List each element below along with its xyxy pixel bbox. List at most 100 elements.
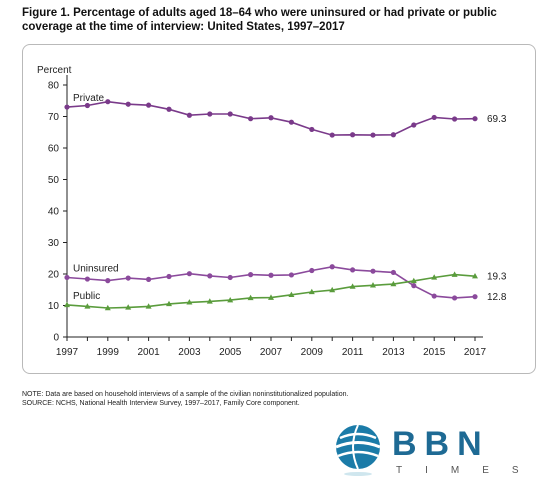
data-point-public [390,280,397,287]
y-tick-label: 10 [48,301,60,312]
data-point-public [308,288,315,295]
data-point-public [247,294,254,301]
data-point-uninsured [207,273,213,279]
data-point-uninsured [105,278,111,284]
data-point-private [431,114,437,121]
data-point-uninsured [227,274,233,281]
series-label-private: Private [73,93,105,104]
end-value-label: 12.8 [487,292,507,303]
data-point-public [288,291,295,297]
data-point-public [227,296,234,303]
data-point-public [166,300,172,307]
data-point-private [329,132,335,138]
data-point-private [227,111,233,117]
data-point-uninsured [350,267,356,273]
data-point-private [390,132,396,138]
note-text: NOTE: Data are based on household interv… [22,391,349,398]
data-point-uninsured [125,275,131,281]
y-tick-label: 80 [48,81,60,92]
x-tick-label: 1999 [97,347,120,358]
data-point-uninsured [390,269,396,276]
data-point-private [64,104,70,110]
data-point-public [125,304,132,310]
data-point-private [350,132,356,138]
data-point-uninsured [452,295,458,301]
data-point-private [370,132,376,138]
source-text: SOURCE: NCHS, National Health Interview … [22,400,300,407]
x-tick-label: 2013 [382,347,405,358]
x-tick-label: 2007 [260,347,283,358]
x-tick-label: 2017 [464,347,487,358]
figure-title-line-2: coverage at the time of interview: Unite… [22,21,345,33]
data-point-uninsured [370,268,376,274]
data-point-private [84,102,90,109]
bbn-times-logo-graphic: BBN TIMES [335,424,540,476]
data-point-public [206,298,213,304]
data-point-uninsured [472,294,478,300]
figure-notes: NOTE: Data are based on household interv… [22,390,522,408]
data-point-public [451,271,458,277]
y-tick-label: 70 [48,112,60,123]
data-point-uninsured [268,272,274,278]
y-tick-label: 40 [48,207,60,218]
x-tick-label: 1997 [56,347,79,358]
data-point-uninsured [329,264,335,270]
data-point-public [472,273,478,279]
data-point-public [64,301,70,308]
data-point-public [84,303,91,309]
data-point-uninsured [411,283,417,289]
data-point-public [370,282,376,288]
y-tick-label: 30 [48,238,60,249]
data-point-uninsured [431,293,437,299]
y-axis-label: Percent [37,65,72,76]
data-point-uninsured [309,267,315,274]
data-point-private [472,116,478,122]
chart-panel: Percent 0 10 20 30 40 50 60 70 80 1997 1999 2001 2003… [22,44,536,374]
line-chart: Percent 0 10 20 30 40 50 60 70 80 1997 1999 2001 2003… [37,65,507,358]
data-point-uninsured [248,272,254,278]
series-label-public: Public [73,291,100,302]
data-point-private [186,112,192,118]
data-point-private [125,101,131,107]
data-point-private [309,126,315,133]
data-point-public [268,294,274,300]
y-tick-label: 50 [48,175,60,186]
figure-title: Figure 1. Percentage of adults aged 18–6… [22,6,532,34]
data-point-uninsured [84,276,90,282]
globe-icon [335,424,381,476]
data-point-uninsured [146,276,152,282]
y-tick-label: 60 [48,144,60,155]
figure-title-line-1: Figure 1. Percentage of adults aged 18–6… [22,7,497,19]
data-point-private [268,115,274,121]
x-tick-label: 2011 [342,347,364,358]
data-point-private [166,106,172,112]
data-point-public [104,304,111,311]
end-value-label: 19.3 [487,272,507,283]
data-point-uninsured [288,272,294,278]
x-tick-label: 2001 [137,347,160,358]
data-point-uninsured [166,273,172,280]
data-point-private [452,116,458,122]
data-point-uninsured [64,274,70,281]
data-point-public [349,283,356,289]
x-tick-label: 2009 [301,347,324,358]
data-point-private [411,122,417,128]
x-tick-label: 2003 [178,347,201,358]
bbn-times-logo: BBN TIMES [330,420,540,478]
data-point-public [186,299,193,305]
y-tick-label: 0 [53,333,59,344]
data-point-public [329,286,336,293]
series-label-uninsured: Uninsured [73,263,119,274]
x-tick-label: 2015 [423,347,446,358]
data-point-private [146,102,152,108]
data-point-public [410,277,417,284]
logo-subtitle: TIMES [396,465,540,476]
data-point-public [145,303,152,309]
data-point-private [288,119,294,125]
y-tick-label: 20 [48,270,60,281]
data-point-uninsured [186,271,192,277]
data-point-private [248,116,254,122]
data-point-private [105,99,111,105]
data-point-private [207,111,213,117]
data-point-public [431,274,438,280]
